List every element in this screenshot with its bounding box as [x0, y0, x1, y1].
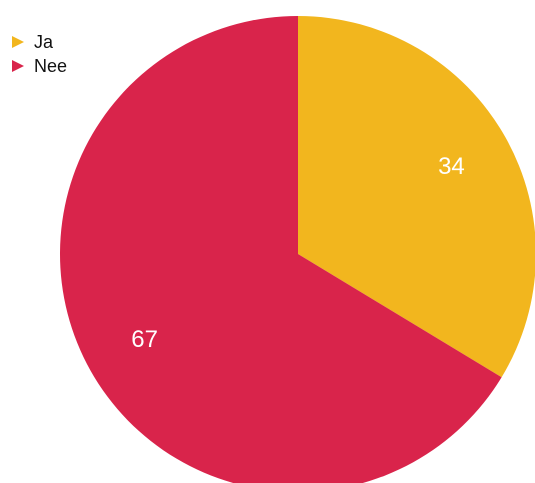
- legend-label-ja: Ja: [34, 31, 54, 52]
- pie-slice-ja: [298, 16, 535, 378]
- legend-marker-ja: [12, 36, 24, 48]
- legend-label-nee: Nee: [34, 55, 68, 76]
- chart-legend: Ja Nee: [12, 30, 67, 78]
- legend-marker-nee: [12, 60, 24, 72]
- pie-data-labels: 34 67: [131, 153, 465, 353]
- legend-item-ja: Ja: [12, 30, 67, 54]
- pie-slices: [60, 16, 535, 483]
- data-label-ja: 34: [438, 153, 465, 180]
- data-label-nee: 67: [131, 326, 158, 353]
- legend-item-nee: Nee: [12, 54, 67, 78]
- pie-slice-nee: [60, 16, 502, 483]
